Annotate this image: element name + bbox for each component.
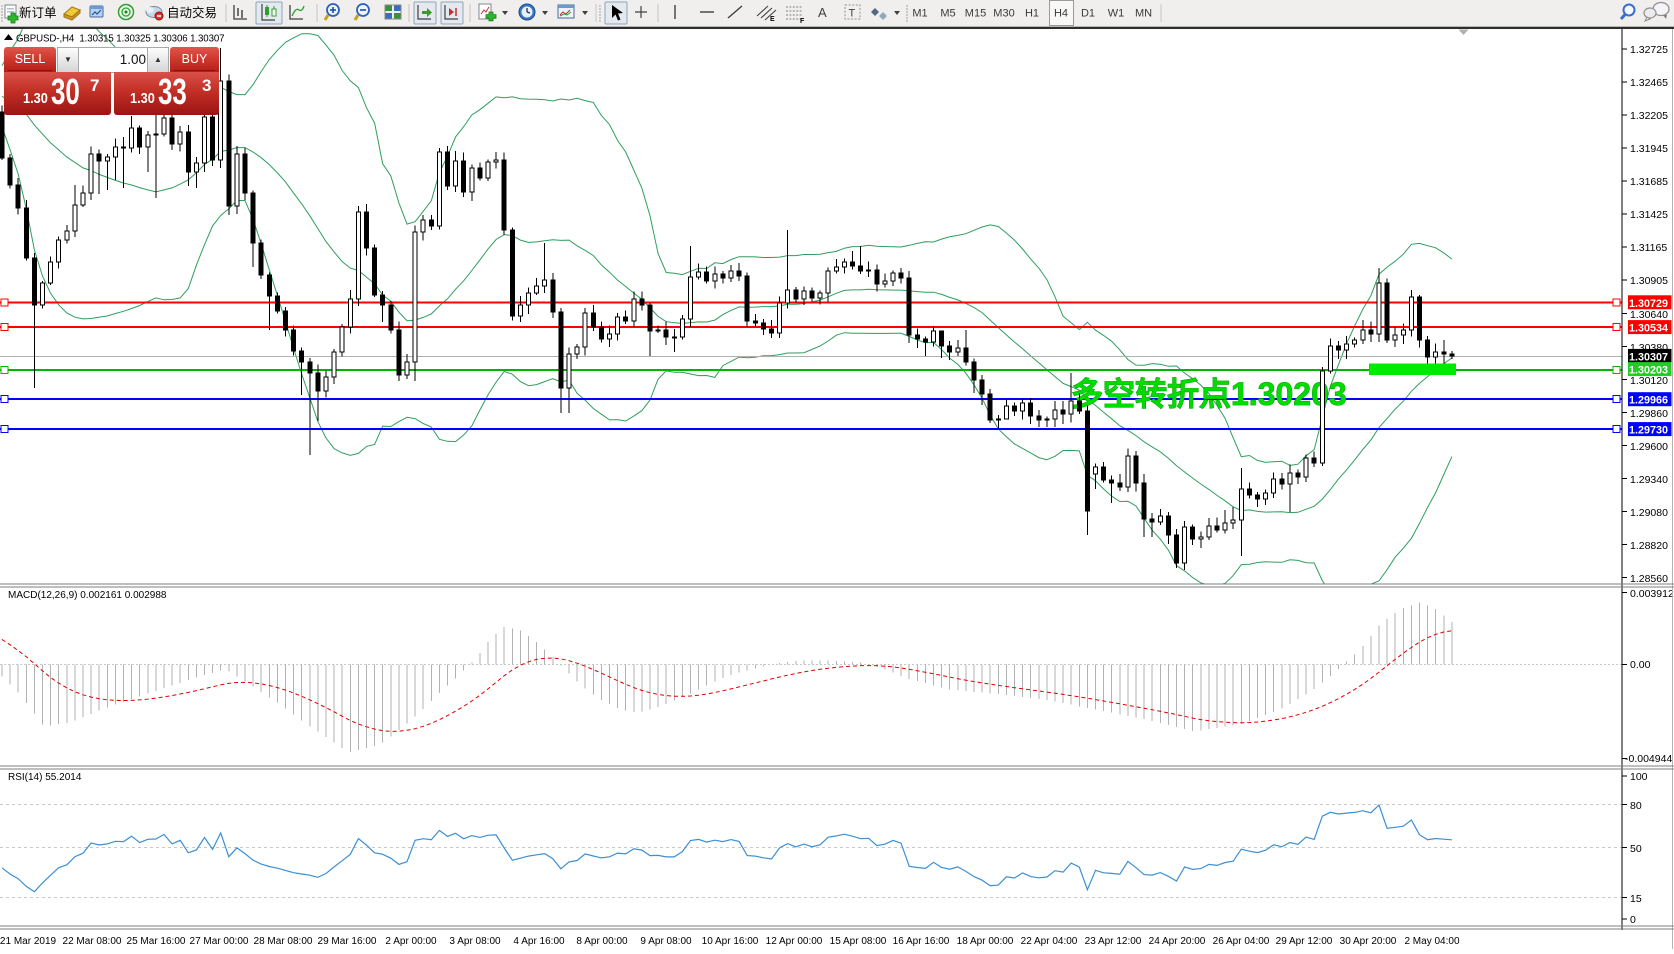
svg-text:28 Mar 08:00: 28 Mar 08:00 bbox=[254, 936, 313, 947]
svg-text:1.31685: 1.31685 bbox=[1630, 176, 1668, 188]
svg-text:M5: M5 bbox=[940, 8, 955, 20]
svg-text:22 Mar 08:00: 22 Mar 08:00 bbox=[63, 936, 122, 947]
svg-text:H1: H1 bbox=[1025, 8, 1039, 20]
svg-text:22 Apr 04:00: 22 Apr 04:00 bbox=[1021, 936, 1078, 947]
svg-text:30 Apr 20:00: 30 Apr 20:00 bbox=[1340, 936, 1397, 947]
svg-text:16 Apr 16:00: 16 Apr 16:00 bbox=[893, 936, 950, 947]
svg-text:1.29600: 1.29600 bbox=[1630, 441, 1668, 453]
svg-text:0: 0 bbox=[1630, 914, 1636, 926]
svg-text:1.29080: 1.29080 bbox=[1630, 507, 1668, 519]
svg-text:RSI(14) 55.2014: RSI(14) 55.2014 bbox=[8, 772, 82, 783]
svg-text:15: 15 bbox=[1630, 893, 1642, 905]
svg-text:W1: W1 bbox=[1108, 8, 1125, 20]
svg-text:1.29860: 1.29860 bbox=[1630, 408, 1668, 420]
svg-text:GBPUSD-,H4 1.30315 1.30325 1.: GBPUSD-,H4 1.30315 1.30325 1.30306 1.303… bbox=[16, 34, 224, 45]
svg-text:M15: M15 bbox=[965, 8, 986, 20]
svg-text:1.32205: 1.32205 bbox=[1630, 110, 1668, 122]
svg-text:1.31425: 1.31425 bbox=[1630, 209, 1668, 221]
svg-text:A: A bbox=[818, 5, 827, 20]
svg-text:29 Apr 12:00: 29 Apr 12:00 bbox=[1276, 936, 1333, 947]
svg-text:1.32725: 1.32725 bbox=[1630, 44, 1668, 56]
svg-text:多空转折点1.30203: 多空转折点1.30203 bbox=[1071, 376, 1347, 412]
svg-text:1.32465: 1.32465 bbox=[1630, 77, 1668, 89]
svg-text:T: T bbox=[849, 8, 856, 20]
svg-text:MN: MN bbox=[1135, 8, 1152, 20]
svg-text:1.30640: 1.30640 bbox=[1630, 309, 1668, 321]
svg-text:2 May 04:00: 2 May 04:00 bbox=[1404, 936, 1459, 947]
svg-text:8 Apr 00:00: 8 Apr 00:00 bbox=[576, 936, 628, 947]
svg-text:新订单: 新订单 bbox=[19, 5, 57, 20]
svg-text:1.30120: 1.30120 bbox=[1630, 375, 1668, 387]
svg-text:4 Apr 16:00: 4 Apr 16:00 bbox=[513, 936, 565, 947]
svg-text:1.30203: 1.30203 bbox=[1629, 365, 1668, 377]
svg-text:-0.004944: -0.004944 bbox=[1625, 753, 1672, 765]
svg-text:M1: M1 bbox=[912, 8, 927, 20]
svg-text:0.00: 0.00 bbox=[1630, 659, 1651, 671]
svg-text:26 Apr 04:00: 26 Apr 04:00 bbox=[1213, 936, 1270, 947]
svg-text:1.31165: 1.31165 bbox=[1630, 242, 1667, 254]
svg-text:10 Apr 16:00: 10 Apr 16:00 bbox=[702, 936, 759, 947]
svg-text:H4: H4 bbox=[1054, 8, 1068, 20]
svg-text:50: 50 bbox=[1630, 843, 1642, 855]
svg-text:1.29340: 1.29340 bbox=[1630, 474, 1668, 486]
svg-text:9 Apr 08:00: 9 Apr 08:00 bbox=[640, 936, 692, 947]
svg-text:80: 80 bbox=[1630, 800, 1642, 812]
svg-text:F: F bbox=[800, 18, 805, 25]
svg-text:1.31945: 1.31945 bbox=[1630, 143, 1668, 155]
svg-text:0.003912: 0.003912 bbox=[1630, 588, 1674, 600]
svg-text:E: E bbox=[770, 16, 775, 23]
svg-text:24 Apr 20:00: 24 Apr 20:00 bbox=[1149, 936, 1206, 947]
svg-text:15 Apr 08:00: 15 Apr 08:00 bbox=[830, 936, 887, 947]
svg-text:3 Apr 08:00: 3 Apr 08:00 bbox=[449, 936, 501, 947]
svg-text:21 Mar 2019: 21 Mar 2019 bbox=[0, 936, 57, 947]
svg-text:1.30729: 1.30729 bbox=[1629, 298, 1668, 310]
svg-text:27 Mar 00:00: 27 Mar 00:00 bbox=[190, 936, 249, 947]
svg-text:自动交易: 自动交易 bbox=[167, 5, 217, 20]
svg-text:D1: D1 bbox=[1081, 8, 1095, 20]
svg-text:1.28560: 1.28560 bbox=[1630, 573, 1668, 585]
svg-text:18 Apr 00:00: 18 Apr 00:00 bbox=[957, 936, 1014, 947]
svg-text:1.30534: 1.30534 bbox=[1629, 323, 1668, 335]
svg-text:23 Apr 12:00: 23 Apr 12:00 bbox=[1085, 936, 1142, 947]
svg-text:1.28820: 1.28820 bbox=[1630, 540, 1668, 552]
svg-text:25 Mar 16:00: 25 Mar 16:00 bbox=[127, 936, 186, 947]
svg-text:2 Apr 00:00: 2 Apr 00:00 bbox=[385, 936, 437, 947]
svg-text:1.30905: 1.30905 bbox=[1630, 275, 1668, 287]
svg-text:MACD(12,26,9) 0.002161 0.00298: MACD(12,26,9) 0.002161 0.002988 bbox=[8, 590, 167, 601]
svg-text:12 Apr 00:00: 12 Apr 00:00 bbox=[766, 936, 823, 947]
svg-text:1.29730: 1.29730 bbox=[1629, 425, 1668, 437]
svg-text:1.29966: 1.29966 bbox=[1629, 395, 1668, 407]
svg-text:1.30307: 1.30307 bbox=[1629, 351, 1668, 363]
svg-text:29 Mar 16:00: 29 Mar 16:00 bbox=[318, 936, 377, 947]
svg-text:100: 100 bbox=[1630, 771, 1648, 783]
svg-text:M30: M30 bbox=[993, 8, 1014, 20]
